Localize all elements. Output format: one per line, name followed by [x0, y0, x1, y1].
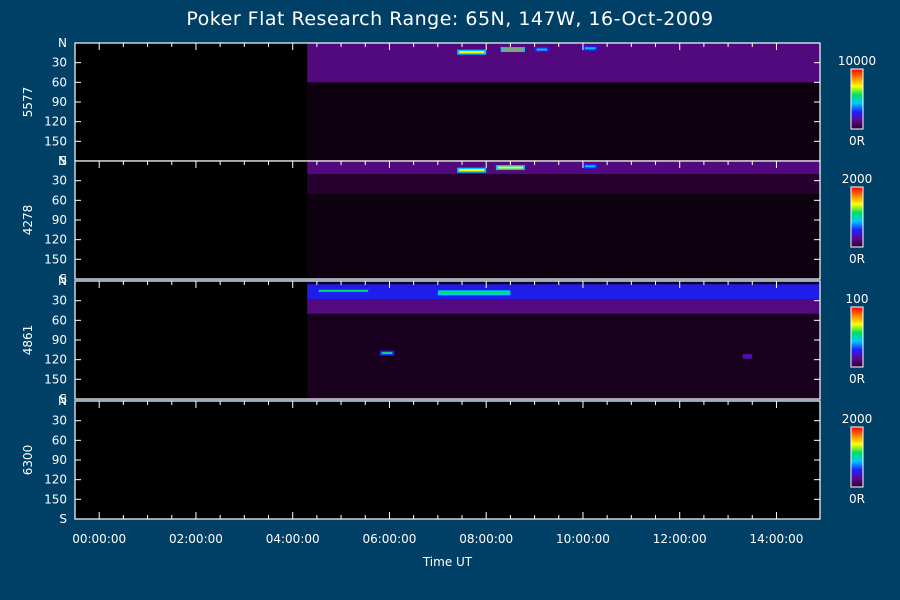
- x-tick-label: 00:00:00: [72, 532, 126, 546]
- y-tick-label: N: [58, 36, 67, 50]
- x-tick-label: 06:00:00: [362, 532, 416, 546]
- aurora-arc: [439, 291, 509, 294]
- emission-band: [307, 174, 821, 194]
- aurora-arc: [318, 289, 369, 292]
- y-tick-label: 120: [44, 353, 67, 367]
- x-tick-label: 08:00:00: [459, 532, 513, 546]
- y-tick-label: S: [59, 272, 67, 286]
- y-tick-label: 90: [52, 213, 67, 227]
- panel-wavelength-label: 6300: [21, 445, 35, 476]
- y-tick-label: N: [58, 394, 67, 408]
- panel-background: [75, 401, 820, 519]
- aurora-arc: [459, 51, 485, 54]
- y-tick-label: 30: [52, 294, 67, 308]
- y-tick-label: 90: [52, 453, 67, 467]
- aurora-arc: [381, 352, 393, 355]
- x-tick-label: 10:00:00: [556, 532, 610, 546]
- colorbar: [850, 306, 864, 368]
- panel-wavelength-label: 4861: [21, 325, 35, 356]
- x-tick-label: 12:00:00: [653, 532, 707, 546]
- y-tick-label: 30: [52, 56, 67, 70]
- y-tick-label: 150: [44, 372, 67, 386]
- y-tick-label: N: [58, 274, 67, 288]
- colorbar-min-label: 0R: [849, 372, 865, 386]
- emission-band: [307, 161, 821, 175]
- aurora-arc: [459, 169, 485, 172]
- x-tick-label: 14:00:00: [750, 532, 804, 546]
- colorbar: [850, 426, 864, 488]
- y-tick-label: 30: [52, 414, 67, 428]
- y-tick-label: 120: [44, 473, 67, 487]
- y-tick-label: 60: [52, 313, 67, 327]
- panel-wavelength-label: 5577: [21, 87, 35, 118]
- y-tick-label: 60: [52, 75, 67, 89]
- y-tick-label: 60: [52, 193, 67, 207]
- colorbar: [850, 186, 864, 248]
- x-tick-label: 04:00:00: [266, 532, 320, 546]
- x-tick-label: 02:00:00: [169, 532, 223, 546]
- aurora-arc: [744, 355, 751, 358]
- aurora-arc: [536, 48, 548, 51]
- aurora-arc: [584, 165, 596, 168]
- y-tick-label: N: [58, 154, 67, 168]
- emission-band: [307, 284, 821, 300]
- y-tick-label: 30: [52, 174, 67, 188]
- colorbar-max-label: 10000: [838, 54, 876, 68]
- y-tick-label: 90: [52, 333, 67, 347]
- y-tick-label: S: [59, 512, 67, 526]
- aurora-arc: [497, 166, 523, 169]
- colorbar-max-label: 2000: [842, 412, 873, 426]
- colorbar-min-label: 0R: [849, 134, 865, 148]
- y-tick-label: S: [59, 154, 67, 168]
- y-tick-label: 120: [44, 233, 67, 247]
- aurora-arc: [502, 48, 523, 51]
- emission-band: [307, 299, 821, 314]
- y-tick-label: 120: [44, 115, 67, 129]
- y-tick-label: 150: [44, 492, 67, 506]
- chart-title: Poker Flat Research Range: 65N, 147W, 16…: [186, 8, 714, 30]
- colorbar-max-label: 2000: [842, 172, 873, 186]
- emission-band: [307, 59, 821, 83]
- y-tick-label: 90: [52, 95, 67, 109]
- aurora-arc: [584, 47, 596, 50]
- panel-wavelength-label: 4278: [21, 205, 35, 236]
- emission-band: [307, 43, 821, 60]
- colorbar: [850, 68, 864, 130]
- x-axis-label: Time UT: [422, 555, 473, 569]
- colorbar-max-label: 100: [846, 292, 869, 306]
- y-tick-label: 60: [52, 433, 67, 447]
- colorbar-min-label: 0R: [849, 492, 865, 506]
- y-tick-label: 150: [44, 134, 67, 148]
- y-tick-label: 150: [44, 252, 67, 266]
- y-tick-label: S: [59, 392, 67, 406]
- colorbar-min-label: 0R: [849, 252, 865, 266]
